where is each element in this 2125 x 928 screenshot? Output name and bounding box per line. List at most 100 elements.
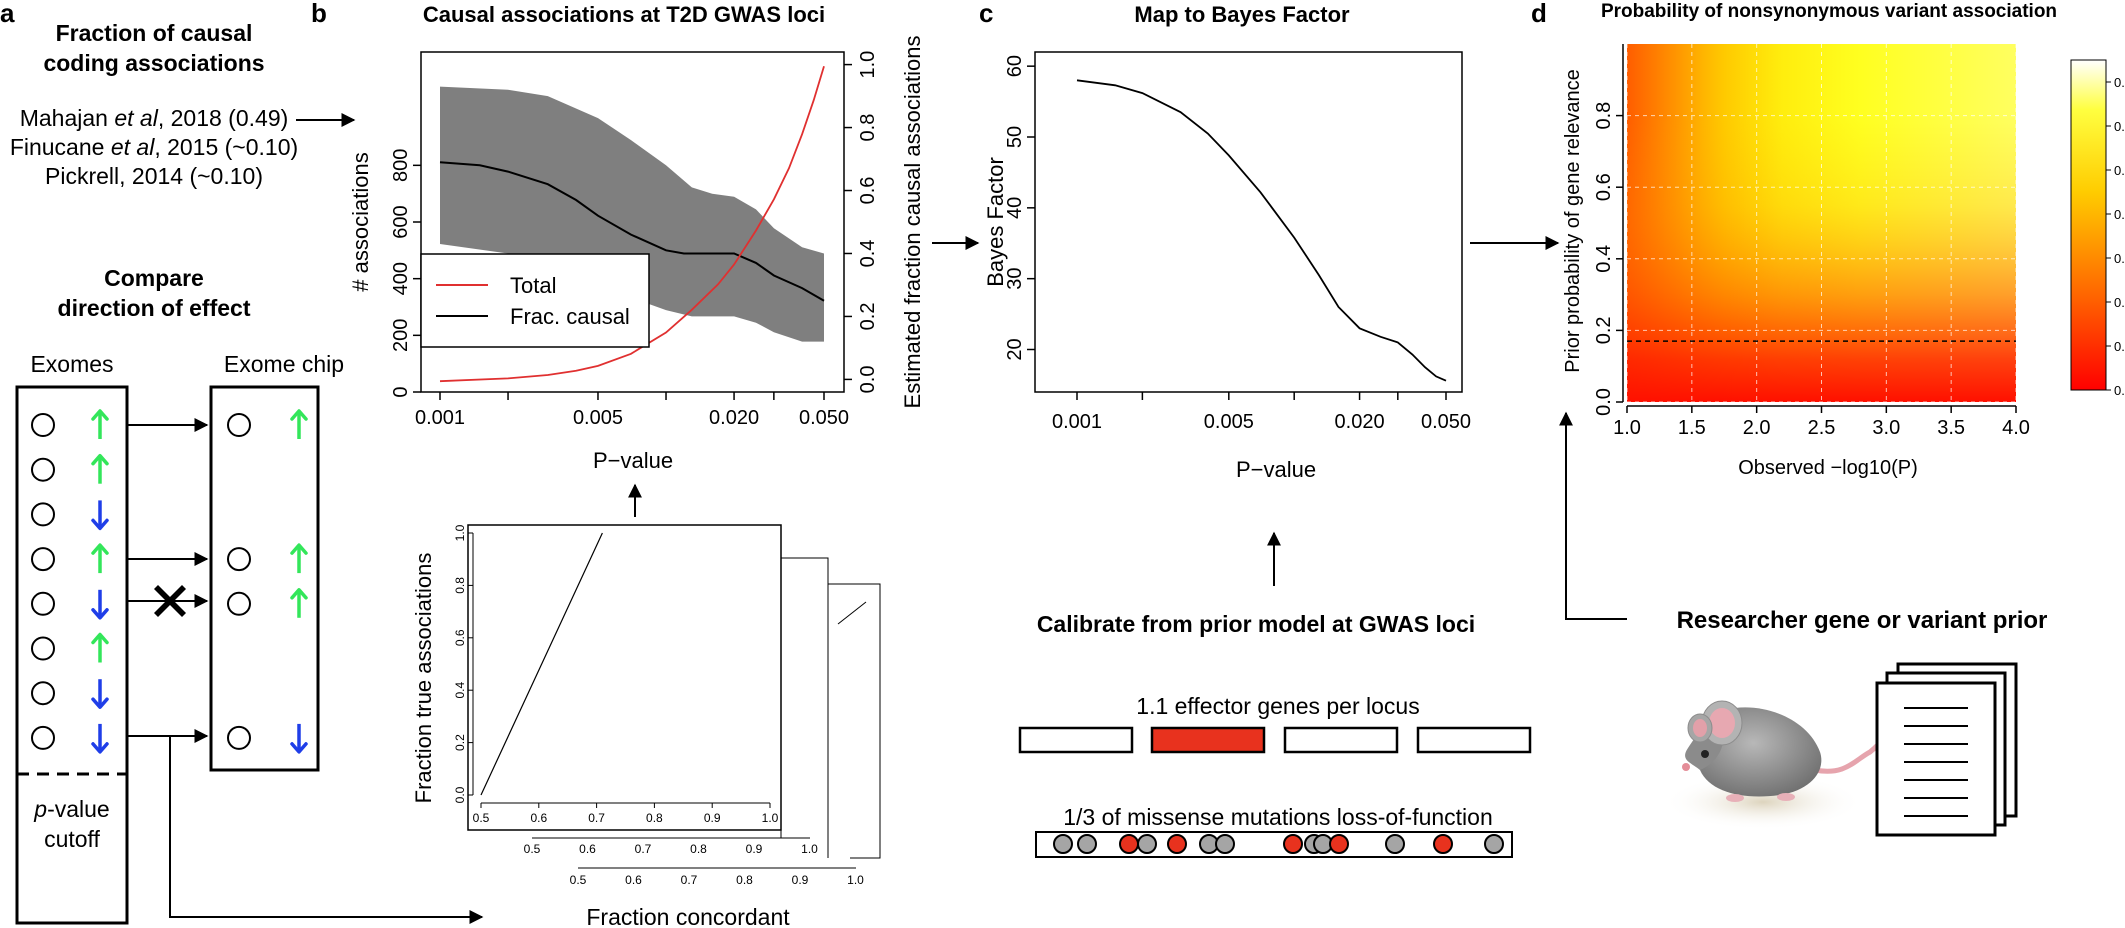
colorbar-tick-label: 0.1 (2114, 339, 2125, 354)
y-tick-label: 20 (1004, 338, 1026, 360)
x-tick-label: 1.0 (1613, 417, 1641, 439)
exome-variant-rows (31, 409, 308, 754)
frac-causal-band-area (440, 86, 824, 342)
missense-track (1035, 831, 1513, 858)
x-tick-label: 4.0 (2002, 417, 2030, 439)
x-tick-label: 0.050 (1421, 411, 1471, 433)
inset-y-tick-label: 0.0 (453, 786, 467, 803)
panel-c: Map to Bayes Factor 0.001 0.005 0.020 0.050… (983, 2, 1560, 858)
causal-fraction-title-2: coding associations (43, 50, 264, 76)
x-tick-label: 1.5 (1678, 417, 1706, 439)
exomes-box (15, 385, 129, 925)
legend-frac-label: Frac. causal (510, 304, 630, 329)
effector-gene-box-highlighted (1150, 726, 1266, 754)
panel-a: Fraction of causal coding associations M… (10, 20, 484, 925)
stack-2-tick-label: 1.0 (847, 873, 864, 887)
stack-1-tick-label: 1.0 (801, 842, 818, 856)
y-tick-label: 40 (1004, 197, 1026, 219)
y-tick-label: 0.6 (1593, 173, 1615, 201)
colorbar (2070, 59, 2107, 391)
colorbar-tick-label: 0.7 (2114, 75, 2125, 90)
x-tick-label: 0.020 (709, 407, 759, 429)
y-right-tick-label: 0.6 (857, 177, 879, 205)
missense-label: 1/3 of missense mutations loss-of-functi… (1063, 804, 1493, 830)
x-tick-label: 0.001 (415, 407, 465, 429)
x-tick-label: 0.020 (1335, 411, 1385, 433)
compare-title-1: Compare (104, 265, 204, 291)
total-associations-line (439, 65, 825, 383)
gene-box (1018, 726, 1134, 754)
x-tick-label: 0.050 (799, 407, 849, 429)
stack-1-tick-label: 0.6 (579, 842, 596, 856)
loss-of-function-mutation-dot (1433, 834, 1453, 854)
missense-mutation-dot (1077, 834, 1097, 854)
colorbar-tick-label: 0.3 (2114, 251, 2125, 266)
exome-variant-circle (31, 413, 55, 437)
effect-up-arrow-icon (290, 543, 308, 574)
compare-title-2: direction of effect (58, 295, 251, 321)
effect-up-arrow-icon (91, 453, 109, 484)
stack-2-tick-label: 0.7 (681, 873, 698, 887)
stack-1-tick-label: 0.9 (746, 842, 763, 856)
x-tick-label: 2.0 (1743, 417, 1771, 439)
inset-y-tick-label: 0.2 (453, 734, 467, 751)
exomes-label: Exomes (30, 351, 113, 377)
mouse-icon (1663, 700, 1891, 830)
causal-fraction-title-1: Fraction of causal (56, 20, 253, 46)
inset-y-tick-label: 0.8 (453, 577, 467, 594)
calibrate-title: Calibrate from prior model at GWAS loci (1037, 611, 1475, 637)
exome-variant-circle (31, 502, 55, 527)
legend-total-label: Total (510, 273, 556, 298)
loss-of-function-mutation-dot (1167, 834, 1187, 854)
chip-variant-circle (227, 413, 251, 437)
y-tick-label: 60 (1004, 55, 1026, 77)
panel-d-ylabel: Prior probability of gene relevance (1562, 69, 1584, 373)
panel-b-xlabel: P−value (593, 448, 673, 473)
gene-box (1416, 726, 1532, 754)
panel-d-xlabel: Observed −log10(P) (1738, 457, 1918, 479)
effect-down-arrow-icon (91, 679, 109, 709)
y-left-tick-label: 0 (390, 386, 412, 397)
panel-d: Probability of nonsynonymous variant ass… (1559, 1, 2125, 837)
x-tick-label: 0.001 (1052, 411, 1102, 433)
effect-up-arrow-icon (290, 409, 308, 439)
panel-letter-b: b (311, 0, 327, 28)
effect-up-arrow-icon (91, 632, 109, 663)
stack-1-tick-label: 0.8 (690, 842, 707, 856)
frac-causal-confidence-band (440, 86, 824, 342)
exome-variant-circle (31, 681, 55, 706)
colorbar-tick-label: 0.2 (2114, 295, 2125, 310)
cutoff-label-2: cutoff (44, 826, 100, 852)
y-tick-label: 0.0 (1593, 388, 1615, 416)
discordant-cross-icon (154, 585, 186, 617)
inset-frame (467, 524, 782, 831)
exome-chip-box (209, 385, 320, 772)
reference-mahajan: Mahajan et al, 2018 (0.49) (20, 105, 289, 131)
gene-box (1283, 726, 1399, 754)
y-tick-label: 50 (1004, 126, 1026, 148)
y-tick-label: 30 (1004, 268, 1026, 290)
bayes-factor-line (1076, 79, 1447, 382)
arrow-prior-to-d (1559, 411, 1627, 620)
exome-variant-circle (31, 457, 55, 482)
panel-c-xlabel: P−value (1236, 457, 1316, 482)
loss-of-function-mutation-dot (1283, 834, 1303, 854)
effect-down-arrow-icon (290, 723, 308, 754)
loss-of-function-mutation-dot (1329, 834, 1349, 854)
panel-c-ylabel: Bayes Factor (983, 157, 1008, 287)
stack-2-tick-label: 0.6 (625, 873, 642, 887)
y-right-tick-label: 0.2 (857, 303, 879, 331)
missense-mutation-dots (1053, 834, 1504, 854)
panel-c-title: Map to Bayes Factor (1134, 2, 1350, 27)
missense-mutation-dot (1215, 834, 1235, 854)
inset-x-tick-label: 0.6 (530, 811, 547, 825)
exome-variant-circle (31, 725, 55, 750)
panel-b-ylabel-left: # associations (348, 152, 373, 291)
chip-variant-circle (227, 547, 251, 572)
document-stack-icon (1875, 662, 2018, 837)
stack-2-tick-label: 0.9 (792, 873, 809, 887)
inset-x-tick-label: 0.5 (473, 811, 490, 825)
colorbar-tick-label: 0.5 (2114, 163, 2125, 178)
y-right-tick-label: 0.4 (857, 240, 879, 268)
arrow-to-inset (169, 736, 484, 924)
